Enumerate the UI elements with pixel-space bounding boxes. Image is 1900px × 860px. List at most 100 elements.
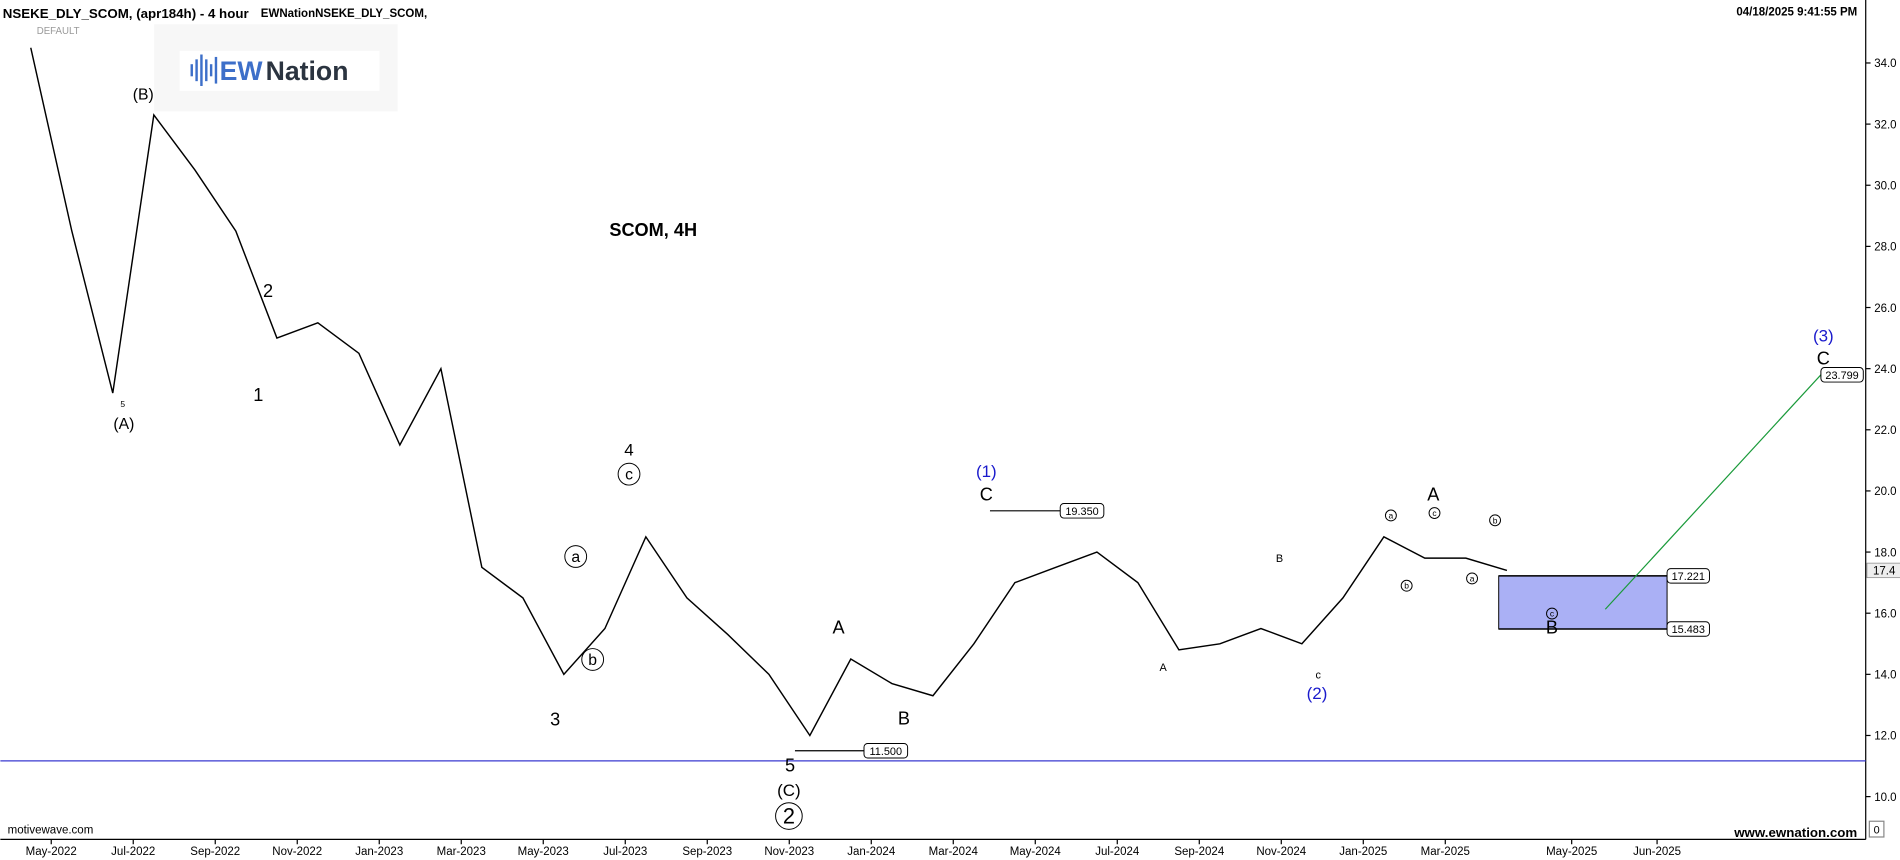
x-tick-label: Jun-2025 (1633, 846, 1681, 858)
wave-label: B (1546, 617, 1558, 637)
wave-label: (1) (976, 462, 997, 481)
x-tick-label: Sep-2022 (190, 846, 240, 858)
level-box (863, 743, 909, 759)
wave-label: (A) (113, 416, 134, 433)
timestamp: 04/18/2025 9:41:55 PM (1736, 7, 1857, 19)
y-tick-label: 22.0 (1874, 425, 1896, 437)
logo-icon (190, 54, 218, 86)
level-box (1059, 503, 1105, 519)
footer-right: www.ewnation.com (1733, 825, 1857, 840)
x-tick-label: May-2024 (1010, 846, 1062, 858)
corner-label: 0 (1874, 824, 1880, 836)
x-tick-label: Sep-2023 (682, 846, 732, 858)
price-line (30, 47, 1508, 737)
x-tick-label: Mar-2023 (437, 846, 486, 858)
x-tick-label: Jan-2024 (847, 846, 896, 858)
wave-label: A (833, 617, 846, 637)
wave-circle (1466, 572, 1478, 585)
wave-circle (1546, 607, 1558, 620)
wave-label: (B) (133, 86, 154, 103)
x-tick-label: Sep-2024 (1174, 846, 1224, 858)
wave-label: 1 (253, 385, 263, 405)
wave-label: a (571, 549, 580, 566)
wave-label: c (1315, 669, 1321, 681)
y-tick-label: 30.0 (1874, 180, 1896, 192)
footer-left: motivewave.com (8, 824, 94, 836)
x-tick-label: Jan-2023 (355, 846, 403, 858)
x-tick-label: Mar-2024 (929, 846, 979, 858)
logo-nation: Nation (266, 56, 349, 86)
y-tick-label: 20.0 (1874, 486, 1896, 498)
level-label: 17.221 (1672, 571, 1705, 583)
template: DEFAULT (37, 26, 80, 37)
wave-label: 5 (120, 399, 125, 409)
x-tick-label: Nov-2023 (764, 846, 814, 858)
level-label: 15.483 (1672, 624, 1705, 636)
y-tick-label: 32.0 (1874, 119, 1896, 131)
y-tick-label: 28.0 (1874, 242, 1896, 254)
price-tag-label: 17.4 (1873, 566, 1896, 578)
wave-label: (3) (1813, 327, 1834, 346)
y-tick-label: 12.0 (1874, 731, 1896, 743)
wave-label: B (898, 708, 910, 728)
wave-label: C (980, 484, 993, 504)
target-zone (1498, 575, 1668, 630)
y-tick-label: 34.0 (1874, 58, 1896, 70)
wave-circle (581, 648, 605, 671)
wave-circle (617, 462, 641, 486)
x-tick-label: May-2022 (26, 846, 77, 858)
wave-circle (1489, 514, 1502, 527)
price-tag (1866, 562, 1900, 579)
wave-label: c (1432, 508, 1437, 518)
x-tick-label: Jan-2025 (1339, 846, 1387, 858)
projection-line (1604, 374, 1822, 610)
wave-label: b (588, 652, 597, 669)
wave-label: 5 (785, 756, 795, 776)
wave-circle (775, 802, 803, 830)
wave-circle (1384, 509, 1397, 522)
level-label: 19.350 (1065, 506, 1098, 518)
wave-label: (C) (777, 781, 801, 800)
x-tick-label: Nov-2022 (272, 846, 322, 858)
wave-label: A (1427, 484, 1440, 504)
y-tick-label: 24.0 (1874, 364, 1896, 376)
y-tick-label: 26.0 (1874, 303, 1896, 315)
y-tick-label: 10.0 (1874, 792, 1896, 804)
wave-label: 4 (624, 440, 633, 459)
logo-ew: EW (220, 56, 264, 86)
y-tick-label: 16.0 (1874, 608, 1896, 620)
x-tick-label: Jul-2024 (1095, 846, 1140, 858)
logo-box (179, 50, 380, 91)
study: EWNationNSEKE_DLY_SCOM, (261, 8, 427, 20)
x-tick-label: Jul-2022 (111, 846, 155, 858)
wave-label: (2) (1307, 684, 1328, 703)
level-box (1666, 621, 1710, 637)
wave-label: b (1404, 581, 1409, 591)
level-box (1820, 367, 1864, 383)
wave-label: B (1276, 553, 1283, 565)
x-tick-label: Nov-2024 (1256, 846, 1306, 858)
chart-title: SCOM, 4H (609, 220, 697, 240)
wave-label: A (1160, 662, 1168, 674)
wave-label: 2 (263, 281, 273, 301)
wave-label: 3 (550, 710, 560, 730)
x-tick-label: May-2023 (518, 846, 569, 858)
x-tick-label: Jul-2023 (603, 846, 647, 858)
wave-circle (1400, 579, 1413, 592)
wave-label: C (1817, 349, 1830, 369)
wave-circle (1428, 507, 1441, 519)
wave-label: a (1470, 573, 1475, 583)
wave-label: b (1493, 515, 1498, 525)
level-box (1666, 568, 1710, 584)
wave-label: a (1389, 510, 1394, 520)
wave-label: c (625, 467, 633, 484)
y-tick-label: 18.0 (1874, 547, 1896, 559)
level-label: 11.500 (870, 746, 903, 758)
symbol: NSEKE_DLY_SCOM, (apr184h) - 4 hour (3, 6, 249, 21)
wave-circle (564, 545, 588, 568)
y-tick-label: 14.0 (1874, 670, 1896, 682)
x-tick-label: Mar-2025 (1421, 846, 1470, 858)
level-label: 23.799 (1825, 370, 1858, 382)
